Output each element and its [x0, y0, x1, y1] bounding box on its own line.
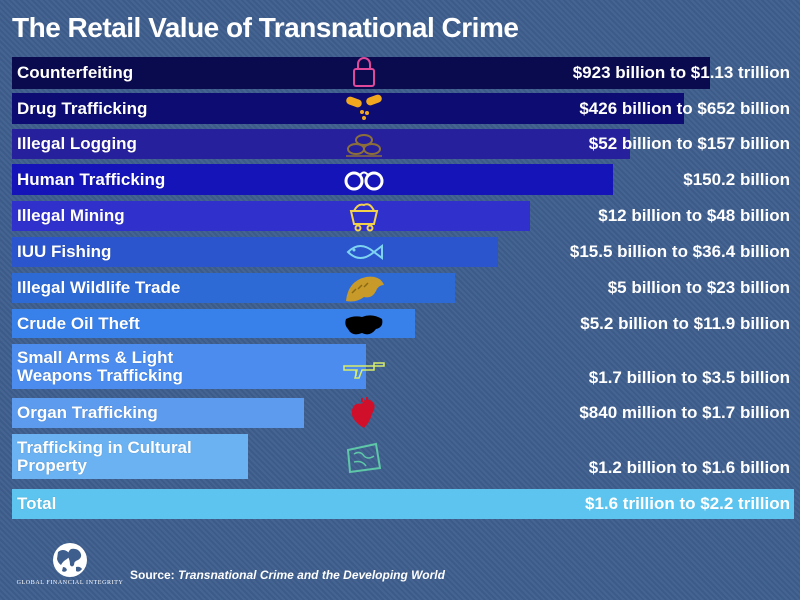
pills-icon — [342, 92, 386, 126]
value-label: $923 billion to $1.13 trillion — [572, 63, 790, 82]
bar-row: Illegal Logging $52 billion to $157 billi… — [12, 129, 790, 159]
pangolin-icon — [342, 271, 386, 305]
source-prefix: Source: — [130, 568, 179, 582]
heart-organ-icon — [342, 396, 386, 430]
logs-icon — [342, 127, 386, 161]
bar-label: Trafficking in Cultural Property — [17, 437, 192, 475]
artifact-icon — [342, 440, 386, 474]
bar — [12, 129, 630, 159]
bar-row: Illegal Mining $12 billion to $48 billion — [12, 199, 790, 233]
bar — [12, 273, 455, 303]
bar-row: Counterfeiting $923 billion to $1.13 tril… — [12, 57, 790, 89]
bar-label: Illegal Wildlife Trade — [17, 278, 181, 297]
lock-icon — [342, 56, 386, 90]
bar-row: Illegal Wildlife Trade $5 billion to $23 … — [12, 273, 790, 303]
logo-text: GLOBAL FINANCIAL INTEGRITY — [16, 580, 124, 586]
bar-label: Counterfeiting — [17, 63, 134, 82]
value-label: $426 billion to $652 billion — [579, 98, 790, 118]
globe-icon — [53, 543, 87, 577]
value-label: $5.2 billion to $11.9 billion — [580, 313, 790, 333]
bar-row: Organ Trafficking $840 million to $1.7 bi… — [12, 396, 790, 430]
value-label: $1.6 trillion to $2.2 trillion — [585, 494, 790, 513]
bar-label: Total — [17, 494, 57, 513]
bar-label: Illegal Mining — [17, 206, 125, 225]
value-label: $1.2 billion to $1.6 billion — [588, 458, 790, 477]
bar-row: Human Trafficking $150.2 billion — [12, 164, 790, 195]
bar-row: Crude Oil Theft $5.2 billion to $11.9 bil… — [12, 309, 790, 338]
value-label: $5 billion to $23 billion — [607, 278, 790, 297]
mine-cart-icon — [342, 199, 386, 233]
rifle-icon — [342, 350, 386, 384]
bar-label: Small Arms & Light Weapons Trafficking — [17, 347, 183, 385]
value-label: $12 billion to $48 billion — [598, 206, 790, 225]
bar — [12, 57, 710, 89]
oil-spill-icon — [342, 307, 386, 341]
source-note: Source: Transnational Crime and the Deve… — [130, 568, 445, 582]
bar-label: IUU Fishing — [17, 242, 112, 261]
value-label: $150.2 billion — [683, 169, 790, 189]
bar-row: IUU Fishing $15.5 billion to $36.4 billio… — [12, 237, 790, 267]
source-title: Transnational Crime and the Developing W… — [178, 568, 445, 582]
bar — [12, 201, 530, 231]
bar — [12, 434, 248, 479]
value-label: $52 billion to $157 billion — [588, 134, 790, 153]
bar-label: Illegal Logging — [17, 134, 137, 153]
gfi-logo: GLOBAL FINANCIAL INTEGRITY — [10, 540, 130, 590]
bar — [12, 164, 613, 195]
bar — [12, 398, 304, 428]
bar-row: Total $1.6 trillion to $2.2 trillion — [12, 489, 794, 519]
chart-title: The Retail Value of Transnational Crime — [12, 12, 519, 43]
bar-label: Drug Trafficking — [17, 98, 148, 118]
bar — [12, 489, 794, 519]
bar — [12, 237, 498, 267]
bar-label: Human Trafficking — [17, 169, 166, 189]
bar-row: Drug Trafficking $426 billion to $652 bil… — [12, 93, 790, 124]
value-label: $1.7 billion to $3.5 billion — [588, 368, 790, 387]
bar-label: Crude Oil Theft — [17, 313, 140, 333]
value-label: $15.5 billion to $36.4 billion — [569, 242, 790, 261]
handcuffs-icon — [342, 163, 386, 197]
bar-row: Small Arms & Light Weapons Trafficking $1… — [12, 344, 790, 389]
bar-row: Trafficking in Cultural Property $1.2 bil… — [12, 434, 790, 479]
bar-label: Organ Trafficking — [17, 403, 158, 422]
value-label: $840 million to $1.7 billion — [579, 403, 790, 422]
fish-icon — [342, 235, 386, 269]
bar — [12, 344, 366, 389]
